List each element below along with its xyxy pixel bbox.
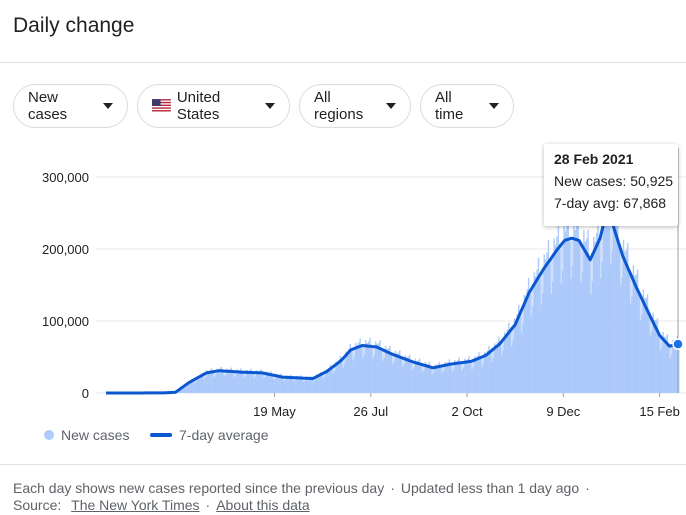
legend-dot-icon: [44, 430, 54, 440]
chart-tooltip: 28 Feb 2021 New cases: 50,925 7-day avg:…: [544, 144, 678, 226]
tooltip-average: 7-day avg: 67,868: [554, 195, 667, 211]
average-area: [106, 214, 678, 393]
legend-new-cases: New cases: [44, 427, 129, 443]
tooltip-date: 28 Feb 2021: [554, 151, 634, 167]
location-dropdown[interactable]: United States: [137, 84, 290, 128]
us-flag-icon: [152, 99, 171, 113]
period-label: All time: [435, 89, 464, 123]
x-tick-label: 9 Dec: [546, 404, 580, 419]
separator: ·: [585, 480, 590, 496]
legend-average: 7-day average: [150, 427, 269, 443]
metric-dropdown[interactable]: New cases: [13, 84, 128, 128]
legend-label: 7-day average: [179, 427, 269, 443]
x-tick-label: 15 Feb: [639, 404, 679, 419]
chevron-down-icon: [489, 103, 499, 109]
metric-label: New cases: [28, 89, 68, 123]
hover-point[interactable]: [672, 338, 684, 350]
location-label: United States: [176, 89, 221, 123]
legend-line-icon: [150, 433, 172, 437]
footer-note-row: Each day shows new cases reported since …: [13, 480, 596, 496]
footer-source-row: Source: The New York Times · About this da…: [13, 497, 310, 513]
chevron-down-icon: [386, 103, 396, 109]
period-dropdown[interactable]: All time: [420, 84, 514, 128]
update-status: Updated less than 1 day ago: [400, 480, 580, 496]
separator: ·: [205, 497, 211, 513]
chevron-down-icon: [103, 103, 113, 109]
y-tick-label: 100,000: [42, 314, 89, 329]
legend-label: New cases: [61, 427, 130, 443]
regions-dropdown[interactable]: All regions: [299, 84, 411, 128]
x-tick-label: 2 Oct: [452, 404, 483, 419]
average-line: [105, 212, 679, 395]
x-tick-label: 19 May: [253, 404, 296, 419]
page-title: Daily change: [13, 14, 135, 37]
daily-cases-chart[interactable]: 0 100,000 200,000 300,000 19 May 26 Jul 2 Oct…: [0, 140, 686, 425]
about-data-link[interactable]: About this data: [216, 497, 310, 513]
separator: ·: [390, 480, 395, 496]
y-tick-label: 300,000: [42, 170, 89, 185]
tooltip-new-cases: New cases: 50,925: [554, 173, 674, 189]
divider: [0, 62, 686, 63]
bar: [678, 345, 680, 393]
x-tick-label: 26 Jul: [353, 404, 388, 419]
source-link[interactable]: The New York Times: [71, 497, 200, 513]
y-tick-label: 200,000: [42, 242, 89, 257]
source-label: Source:: [13, 497, 62, 513]
chevron-down-icon: [265, 103, 275, 109]
divider: [0, 464, 686, 465]
footer-note: Each day shows new cases reported since …: [13, 480, 385, 496]
y-tick-label: 0: [82, 386, 89, 401]
regions-label: All regions: [314, 89, 364, 123]
